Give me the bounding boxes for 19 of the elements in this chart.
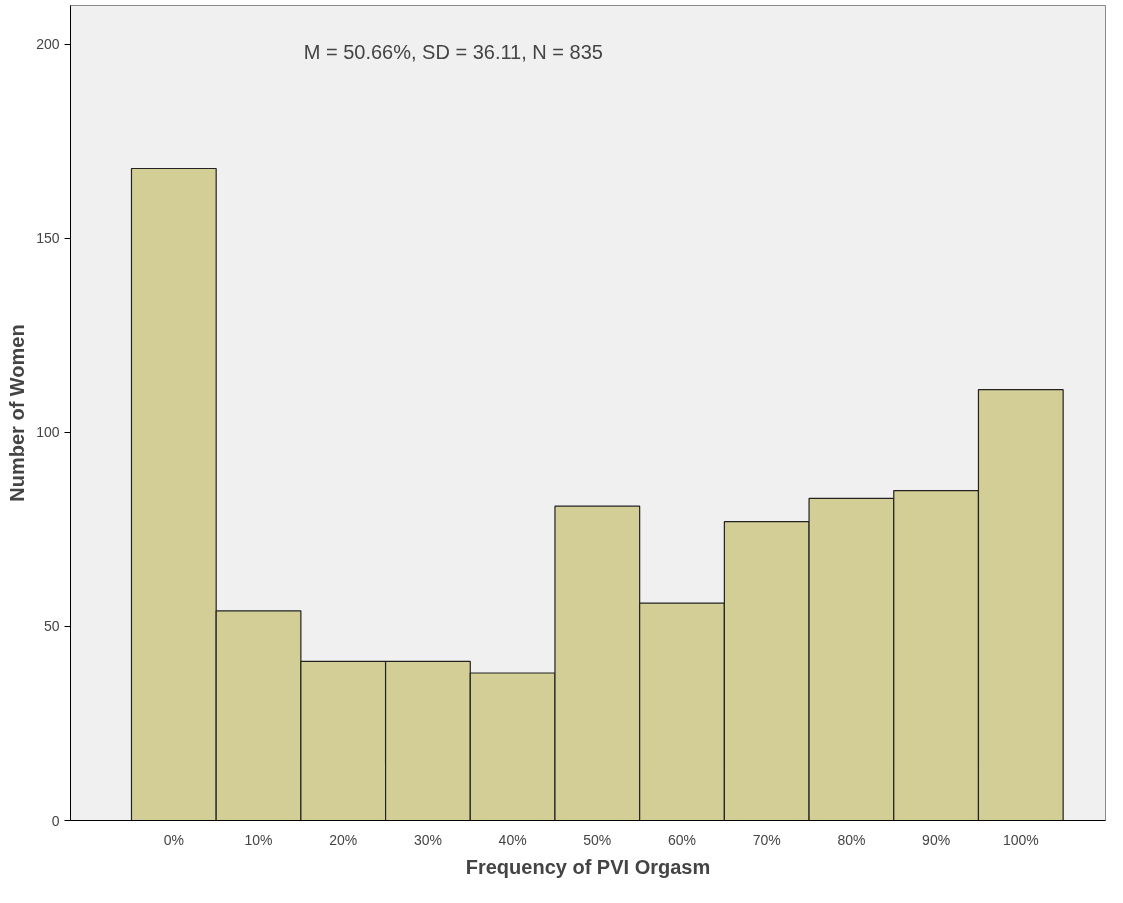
y-axis-title: Number of Women [6, 324, 29, 502]
x-tick-label: 10% [244, 831, 273, 848]
annotation: M = 50.66%, SD = 36.11, N = 835 [303, 40, 603, 63]
y-tick-label: 200 [36, 36, 60, 53]
y-tick-label: 0 [51, 812, 60, 829]
x-tick-label: 70% [752, 831, 781, 848]
y-tick-label: 100 [36, 424, 60, 441]
x-tick-label: 30% [413, 831, 442, 848]
x-tick-label: 100% [1002, 831, 1039, 848]
x-tick-label: 0% [163, 831, 184, 848]
x-tick-label: 20% [329, 831, 358, 848]
y-tick-label: 50 [43, 618, 60, 635]
y-tick-label: 150 [36, 230, 60, 247]
x-tick-label: 40% [498, 831, 527, 848]
x-axis-title: Frequency of PVI Orgasm [465, 855, 711, 878]
x-tick-label: 90% [922, 831, 951, 848]
x-tick-label: 80% [837, 831, 866, 848]
x-tick-label: 60% [668, 831, 697, 848]
x-tick-label: 50% [583, 831, 612, 848]
